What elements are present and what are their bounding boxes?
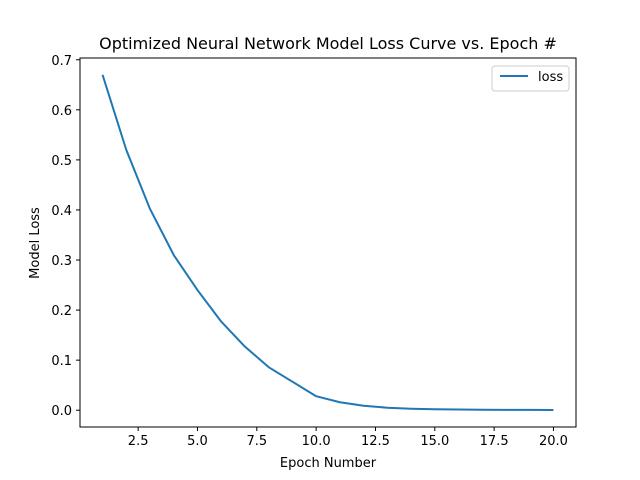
x-axis-ticks: 2.5 5.0 7.5 10.0 12.5 15.0 17.5 20.0 bbox=[128, 427, 568, 449]
y-tick-label: 0.3 bbox=[51, 254, 72, 269]
x-tick-label: 7.5 bbox=[246, 434, 267, 449]
legend-box bbox=[491, 65, 570, 92]
x-tick-label: 15.0 bbox=[420, 434, 449, 449]
y-tick-label: 0.5 bbox=[51, 154, 72, 169]
y-tick-label: 0.4 bbox=[51, 204, 72, 219]
y-tick-label: 0.0 bbox=[51, 404, 72, 419]
x-tick-label: 5.0 bbox=[187, 434, 208, 449]
x-tick-label: 17.5 bbox=[480, 434, 509, 449]
x-tick-label: 12.5 bbox=[361, 434, 390, 449]
y-tick-label: 0.6 bbox=[51, 104, 72, 119]
legend-label-loss: loss bbox=[538, 70, 563, 85]
series-line-loss bbox=[101, 74, 554, 411]
y-tick-label: 0.1 bbox=[51, 354, 72, 369]
plot-frame bbox=[79, 57, 577, 428]
x-tick-label: 2.5 bbox=[128, 434, 149, 449]
chart-title: Optimized Neural Network Model Loss Curv… bbox=[99, 34, 557, 53]
y-tick-label: 0.2 bbox=[51, 304, 72, 319]
x-tick-label: 10.0 bbox=[302, 434, 331, 449]
legend: loss bbox=[491, 65, 570, 92]
x-tick-label: 20.0 bbox=[539, 434, 568, 449]
series-layer bbox=[101, 74, 554, 411]
y-axis-label: Model Loss bbox=[28, 207, 43, 279]
x-axis-label: Epoch Number bbox=[280, 456, 377, 471]
y-tick-label: 0.7 bbox=[51, 54, 72, 69]
y-axis-ticks: 0.0 0.1 0.2 0.3 0.4 0.5 0.6 0.7 bbox=[51, 54, 80, 419]
